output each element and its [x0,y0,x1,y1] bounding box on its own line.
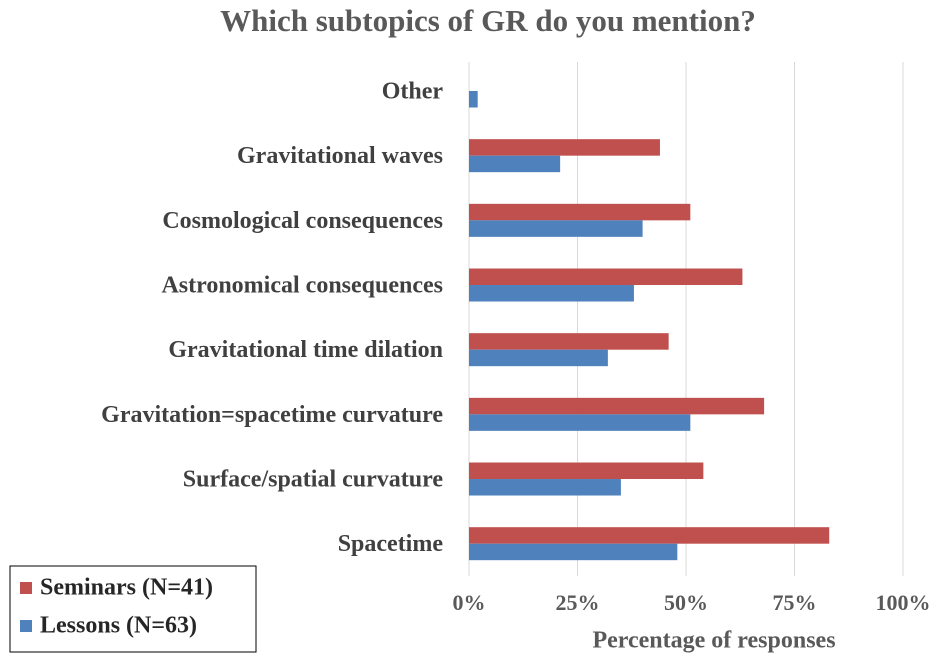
bar [469,333,669,350]
bar [469,397,765,415]
chart-title: Which subtopics of GR do you mention? [220,3,756,38]
x-tick-label: 75% [773,590,817,615]
y-tick-label: Gravitation=spacetime curvature [101,402,443,428]
bar [469,479,621,496]
legend-box [9,565,257,653]
bar [469,155,561,173]
legend-swatch [20,582,32,594]
y-tick-label: Surface/spatial curvature [183,467,444,493]
y-tick-label: Cosmological consequences [162,208,443,234]
bar [469,414,691,431]
x-tick-label: 0% [453,590,486,615]
y-tick-label: Astronomical consequences [161,273,443,299]
bar [469,203,691,221]
legend-label: Seminars (N=41) [40,575,213,601]
bar [469,139,660,156]
bar [469,527,830,544]
bar [469,285,634,302]
y-tick-label: Gravitational time dilation [168,337,443,363]
bar [469,349,608,367]
x-tick-label: 100% [876,590,931,615]
bar [469,268,743,286]
bar [469,220,643,237]
x-axis-label: Percentage of responses [592,628,835,654]
x-tick-label: 50% [664,590,708,615]
x-tick-label: 25% [556,590,600,615]
y-tick-label: Other [382,79,444,105]
legend-swatch [20,620,32,632]
bar [469,91,478,108]
y-tick-label: Gravitational waves [237,143,443,169]
bar [469,462,704,480]
y-tick-label: Spacetime [338,531,444,557]
legend-label: Lessons (N=63) [40,613,197,639]
bar [469,543,678,561]
